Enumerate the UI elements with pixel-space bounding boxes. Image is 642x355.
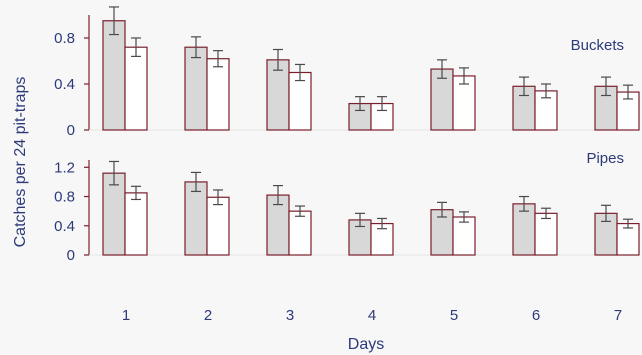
x-axis: 1 2 3 4 5 6 7 (122, 307, 622, 324)
x-tick-label: 5 (450, 307, 458, 324)
x-tick-label: 1 (122, 307, 130, 324)
y-tick-label: 0.8 (54, 30, 75, 47)
panel-label: Buckets (571, 37, 624, 54)
bar (184, 46, 208, 131)
bar (534, 212, 558, 256)
y-tick-label: 0.8 (54, 189, 75, 206)
y-axis-title: Catches per 24 pit-traps (12, 77, 29, 248)
bar (102, 20, 126, 131)
bar (124, 46, 148, 131)
bar (206, 196, 230, 256)
x-tick-label: 6 (532, 307, 540, 324)
x-tick-label: 2 (204, 307, 212, 324)
x-axis-title: Days (348, 336, 384, 353)
bar (206, 58, 230, 131)
bar (124, 192, 148, 256)
y-tick-label: 0 (67, 247, 75, 264)
panel-label: Pipes (586, 150, 624, 167)
x-tick-label: 4 (368, 307, 376, 324)
y-tick-label: 0 (67, 122, 75, 139)
panel-buckets: 0 0.4 0.8 Buckets (54, 6, 640, 139)
y-tick-label: 0.4 (54, 218, 75, 235)
bar (288, 210, 312, 256)
panel-pipes: 0 0.4 0.8 1.2 Pipes (54, 150, 640, 264)
x-tick-label: 7 (614, 307, 622, 324)
x-tick-label: 3 (286, 307, 294, 324)
y-tick-label: 1.2 (54, 159, 75, 176)
y-tick-label: 0.4 (54, 76, 75, 93)
bar (184, 181, 208, 256)
